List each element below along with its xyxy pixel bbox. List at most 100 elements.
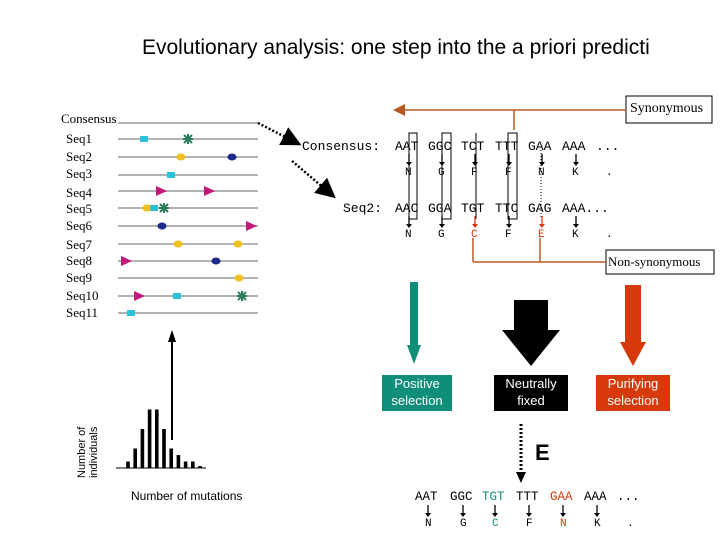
sequence-label: Seq5 <box>66 201 92 216</box>
bottom-alignment: AAT GGC TGT TTT GAA AAA ... N G C F N K. <box>415 490 640 530</box>
seq2-codon: GGA <box>428 201 452 216</box>
navy-marker <box>211 257 221 265</box>
bottom-arrowhead <box>492 513 498 517</box>
consensus-amino-acid: F <box>471 167 478 179</box>
histogram-bar <box>169 448 173 468</box>
consensus-amino-acid: N <box>405 167 412 179</box>
histogram-bar <box>133 448 137 468</box>
bottom-arrowhead <box>425 513 431 517</box>
seq2-codon: TTC <box>495 201 519 216</box>
aa-arrowhead <box>472 224 478 228</box>
sequence-label: Seq2 <box>66 149 92 164</box>
alignment-rows: AAT GGC TCT TTT GAA AAA ... N G F F N K . AAC GGA TGT TTC… <box>395 139 619 241</box>
consensus-codon: TCT <box>461 139 485 154</box>
sequence-label: Seq4 <box>66 185 92 200</box>
yellow-marker <box>142 204 152 212</box>
aa-arrowhead <box>573 224 579 228</box>
consensus-codon: AAT <box>395 139 419 154</box>
histogram-up-arrow <box>168 330 176 440</box>
bottom-arrowhead <box>526 513 532 517</box>
bottom-amino-acid: G <box>460 518 467 530</box>
sequence-label: Seq8 <box>66 253 92 268</box>
navy-marker <box>227 153 237 161</box>
page-title: Evolutionary analysis: one step into the… <box>142 36 650 59</box>
codon-box-1 <box>408 132 418 220</box>
seq2-codon: AAA... <box>562 201 609 216</box>
positive-selection-box: Positive selection <box>382 375 452 411</box>
seq2-amino-acid: E <box>538 229 545 241</box>
e-arrowhead <box>516 472 526 483</box>
sequence-label: Seq1 <box>66 131 92 146</box>
histogram-bar <box>198 466 202 468</box>
teal-marker <box>167 172 175 178</box>
seq2-amino-acid: C <box>471 229 478 241</box>
bottom-amino-acid: C <box>492 518 499 530</box>
aa-arrowhead <box>439 162 445 166</box>
bottom-codon: GGC <box>450 490 473 504</box>
bottom-codon: AAA <box>584 490 607 504</box>
bottom-amino-acid: N <box>560 518 567 530</box>
consensus-amino-acid: . <box>606 167 613 179</box>
yellow-marker <box>176 153 186 161</box>
bottom-amino-acid: F <box>526 518 533 530</box>
bottom-codon: TTT <box>516 490 539 504</box>
sequence-label: Seq3 <box>66 166 92 181</box>
histogram <box>116 409 206 469</box>
histogram-bar <box>162 429 166 468</box>
mutation-markers <box>121 134 257 316</box>
seq2-codon: TGT <box>461 201 485 216</box>
teal-marker <box>140 136 148 142</box>
teal-marker <box>150 205 158 211</box>
bottom-arrowhead <box>594 513 600 517</box>
histogram-bar <box>191 461 195 468</box>
teal-marker <box>173 293 181 299</box>
bottom-amino-acid: K <box>594 518 601 530</box>
yellow-marker <box>233 240 243 248</box>
green-star-marker <box>159 203 169 213</box>
histogram-bar <box>140 429 145 468</box>
nonsynonymous-label: Non-synonymous <box>608 254 701 269</box>
consensus-codon: GAA <box>528 139 552 154</box>
yellow-marker <box>173 240 183 248</box>
seq2-amino-acid: F <box>505 229 512 241</box>
histogram-bar <box>147 409 152 468</box>
positive-selection-line1: Positive <box>394 376 440 391</box>
positive-arrow <box>407 282 421 364</box>
aa-arrowhead <box>539 224 545 228</box>
consensus-amino-acid: G <box>438 167 445 179</box>
histogram-bar <box>126 461 130 468</box>
teal-marker <box>127 310 135 316</box>
sequence-lines <box>118 138 258 314</box>
aa-arrowhead <box>439 224 445 228</box>
sequence-label: Seq6 <box>66 218 92 233</box>
bottom-arrowhead <box>460 513 466 517</box>
aa-arrowhead <box>472 162 478 166</box>
codon-box-2 <box>441 132 452 220</box>
neutral-selection-line1: Neutrally <box>505 376 557 391</box>
e-label: E <box>535 440 550 465</box>
histogram-bar <box>183 461 188 468</box>
consensus-codon: ... <box>596 139 619 154</box>
histogram-bar <box>176 455 181 468</box>
consensus-label: Consensus <box>61 111 117 126</box>
aa-arrowhead <box>406 224 412 228</box>
aa-arrowhead <box>573 162 579 166</box>
consensus-codon: TTT <box>495 139 519 154</box>
consensus-prefix: Consensus: <box>302 139 381 154</box>
nonsynonymous-box <box>605 249 715 275</box>
sequence-label: Seq7 <box>66 237 92 252</box>
sequence-label: Seq11 <box>66 305 99 320</box>
bottom-codon: ... <box>617 490 640 504</box>
seq2-codon: AAC <box>395 201 419 216</box>
synonymous-label: Synonymous <box>630 101 704 116</box>
navy-marker <box>157 222 167 230</box>
aa-arrowhead <box>506 162 512 166</box>
bottom-amino-acid: N <box>425 518 432 530</box>
seq2-amino-acid: . <box>606 229 613 241</box>
aa-arrowhead <box>406 162 412 166</box>
magenta-marker <box>156 186 167 196</box>
sequence-label: Seq9 <box>66 270 92 285</box>
bottom-amino-acid: . <box>627 518 634 530</box>
magenta-marker <box>134 291 145 301</box>
